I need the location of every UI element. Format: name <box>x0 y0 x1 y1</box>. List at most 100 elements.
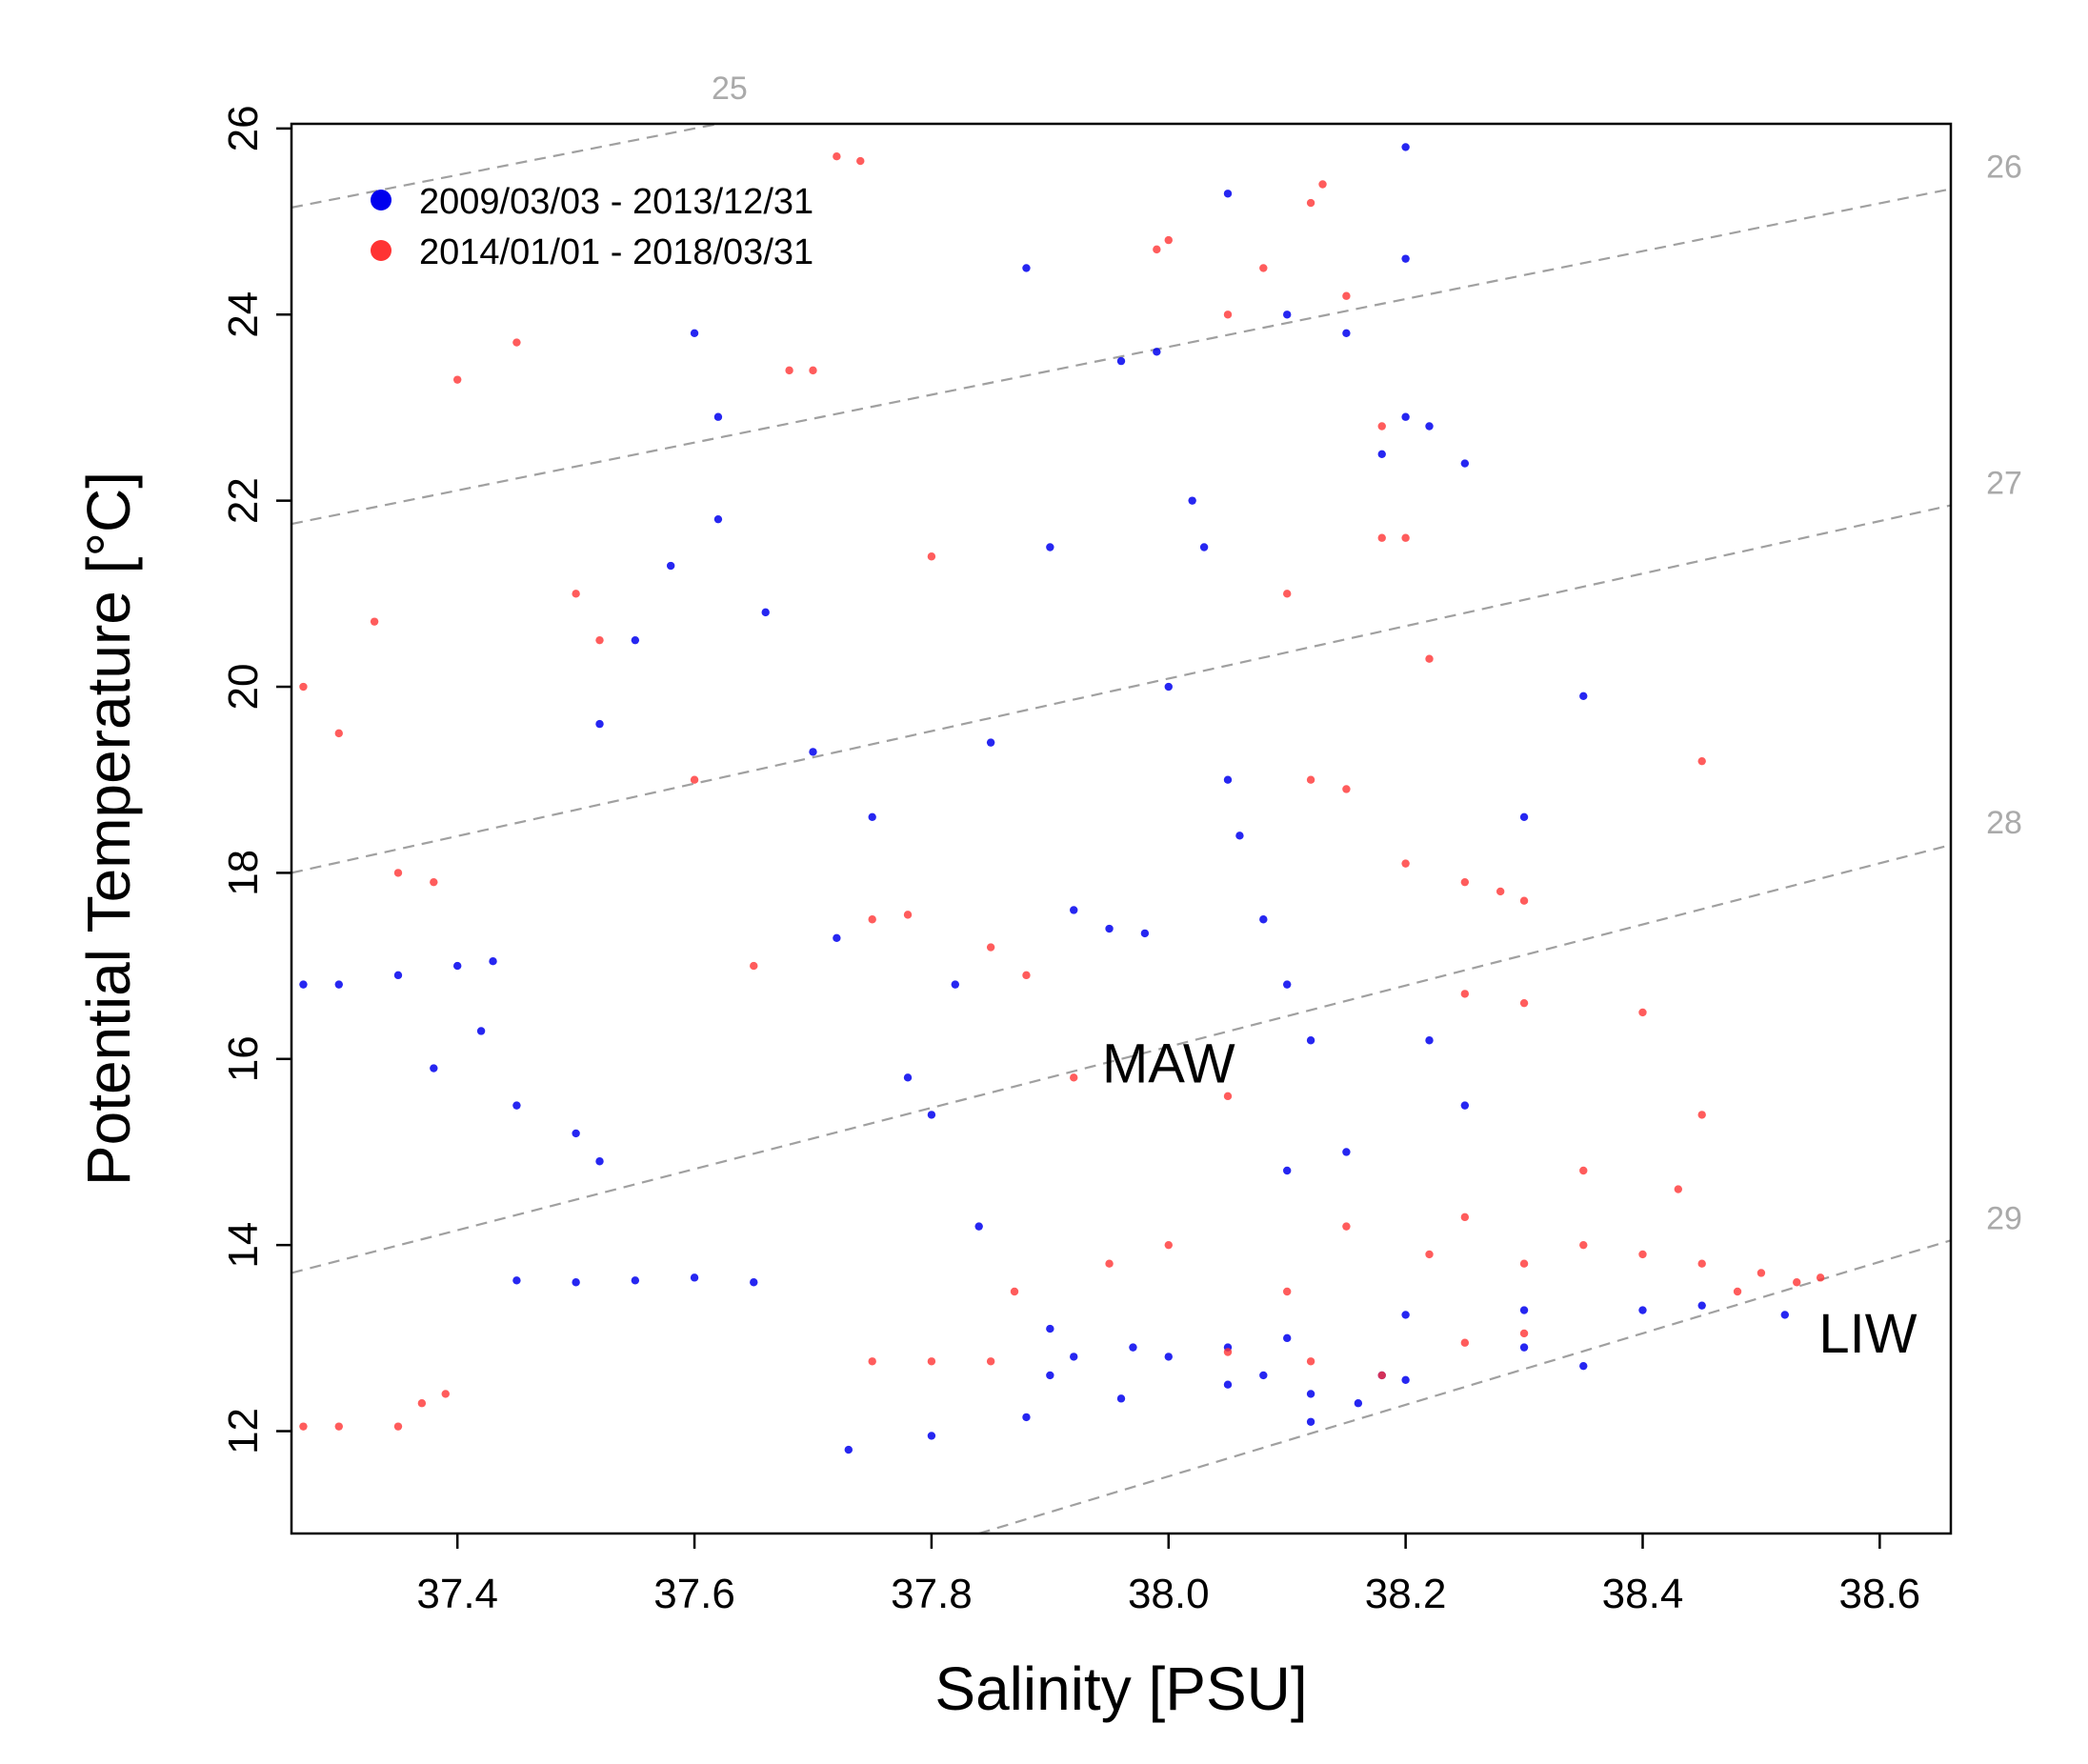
data-point <box>1223 1092 1233 1101</box>
y-tick-label: 16 <box>220 1035 267 1082</box>
data-point <box>1153 348 1161 356</box>
data-point <box>1046 1324 1054 1333</box>
data-point <box>713 514 723 524</box>
data-point <box>299 1422 308 1431</box>
y-tick-label: 12 <box>220 1408 267 1454</box>
data-point <box>1401 412 1410 421</box>
data-point <box>1070 906 1078 914</box>
x-tick-label: 38.4 <box>1602 1571 1684 1617</box>
data-point <box>1460 1338 1470 1347</box>
data-point <box>1342 785 1351 793</box>
data-point <box>512 338 521 347</box>
isopycnal-lines <box>291 124 1951 1533</box>
data-point <box>1259 1371 1268 1380</box>
data-point <box>809 366 817 375</box>
data-point <box>903 1073 913 1082</box>
data-point <box>1164 682 1173 692</box>
data-point <box>1377 1371 1386 1380</box>
isopycnal-label: 29 <box>1986 1200 2022 1236</box>
data-point <box>1519 812 1529 821</box>
data-point <box>750 961 758 971</box>
data-point <box>1780 1311 1790 1319</box>
data-point <box>334 1422 343 1431</box>
data-point <box>1022 264 1031 272</box>
isopycnal-label: 28 <box>1986 805 2022 841</box>
data-point <box>1519 1259 1529 1268</box>
data-point <box>1164 1353 1173 1361</box>
data-point <box>927 552 936 561</box>
data-point <box>1306 1417 1315 1426</box>
data-point <box>1342 1148 1351 1156</box>
x-tick-label: 38.2 <box>1365 1571 1447 1617</box>
data-point <box>974 1222 983 1231</box>
data-point <box>1306 198 1315 208</box>
data-point <box>334 729 343 738</box>
data-point <box>1425 1036 1434 1045</box>
data-point <box>1140 929 1150 938</box>
isopycnal-label: 25 <box>712 70 748 107</box>
data-point <box>430 1064 438 1072</box>
data-point <box>1697 1301 1706 1310</box>
data-point <box>1793 1278 1801 1287</box>
data-point <box>951 980 959 989</box>
x-tick-label: 37.8 <box>891 1571 973 1617</box>
data-point <box>1129 1343 1137 1352</box>
data-point <box>1259 264 1268 272</box>
data-point <box>572 590 580 598</box>
isopycnal-labels: 25 26 27 28 29 <box>712 70 2022 1236</box>
data-point <box>489 957 497 966</box>
data-point <box>690 775 699 784</box>
data-point <box>1496 887 1505 896</box>
data-point <box>1733 1287 1742 1296</box>
data-point <box>1377 533 1386 542</box>
data-point <box>595 719 604 729</box>
data-point <box>927 1357 936 1366</box>
data-point <box>1010 1287 1019 1296</box>
data-point <box>370 617 379 626</box>
data-point <box>1235 832 1244 840</box>
data-point <box>844 1445 853 1454</box>
data-point <box>1342 291 1351 300</box>
data-point <box>986 1357 995 1366</box>
data-point <box>299 980 308 989</box>
data-point <box>713 412 723 421</box>
x-axis: 37.4 37.6 37.8 38.0 38.2 38.4 38.6 <box>416 1533 1920 1617</box>
isopycnal-line <box>291 504 1951 874</box>
data-point <box>299 682 308 692</box>
data-point <box>1519 1306 1529 1314</box>
data-point <box>1164 235 1173 245</box>
data-point <box>430 877 438 887</box>
data-point <box>476 1027 486 1035</box>
data-point <box>1638 1250 1647 1259</box>
y-tick-label: 18 <box>220 850 267 896</box>
data-point <box>927 1111 936 1119</box>
data-point <box>1223 1348 1233 1356</box>
data-point <box>1460 459 1470 468</box>
legend-swatch <box>371 240 392 261</box>
data-point <box>1638 1306 1647 1314</box>
data-point <box>1342 329 1351 338</box>
data-point <box>1519 896 1529 905</box>
isopycnal-line <box>978 1239 1951 1533</box>
y-tick-label: 22 <box>220 477 267 524</box>
data-point <box>690 329 699 338</box>
data-point <box>1306 1390 1315 1398</box>
data-point <box>1401 143 1410 151</box>
data-point <box>1283 1166 1292 1175</box>
data-point <box>1306 775 1315 784</box>
data-point <box>1259 915 1268 924</box>
legend-label: 2009/03/03 - 2013/12/31 <box>419 182 813 222</box>
data-point <box>1342 1222 1351 1231</box>
data-point <box>1519 1329 1529 1338</box>
data-point <box>1306 1036 1315 1045</box>
plot-frame <box>290 122 1953 1535</box>
data-point <box>1757 1269 1766 1277</box>
data-point <box>595 1157 604 1166</box>
data-point <box>393 1422 403 1431</box>
data-point <box>393 971 403 980</box>
data-point <box>809 748 817 756</box>
data-point <box>1401 859 1410 868</box>
y-axis-title: Potential Temperature [°C] <box>74 471 143 1186</box>
data-point <box>417 1399 427 1408</box>
